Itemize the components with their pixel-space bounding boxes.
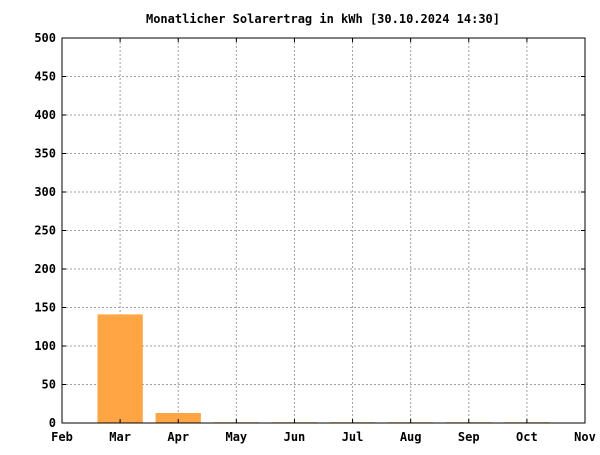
x-tick-label: Jun <box>284 430 306 444</box>
bars <box>97 314 550 423</box>
y-tick-label: 300 <box>34 185 56 199</box>
y-tick-label: 150 <box>34 301 56 315</box>
x-tick-label: Oct <box>516 430 538 444</box>
x-tick-label: May <box>225 430 247 444</box>
y-tick-label: 50 <box>42 378 56 392</box>
x-tick-label: Mar <box>109 430 131 444</box>
x-tick-label: Apr <box>167 430 189 444</box>
y-tick-label: 450 <box>34 70 56 84</box>
chart-title: Monatlicher Solarertrag in kWh [30.10.20… <box>146 12 500 26</box>
bar-apr <box>155 412 201 423</box>
x-tick-label: Jul <box>342 430 364 444</box>
bar-mar <box>97 314 143 423</box>
y-axis-tick-labels: 0 50 100 150 200 250 300 350 400 450 500 <box>34 31 56 430</box>
y-tick-label: 100 <box>34 339 56 353</box>
x-tick-label: Feb <box>51 430 73 444</box>
x-axis-tick-labels: Feb Mar Apr May Jun Jul Aug Sep Oct Nov <box>51 430 596 444</box>
axes <box>61 37 586 424</box>
y-tick-label: 0 <box>49 416 56 430</box>
x-tick-label: Sep <box>458 430 480 444</box>
y-tick-label: 500 <box>34 31 56 45</box>
y-tick-label: 350 <box>34 147 56 161</box>
x-tick-label: Aug <box>400 430 422 444</box>
x-tick-label: Nov <box>574 430 596 444</box>
y-tick-label: 200 <box>34 262 56 276</box>
plot-frame <box>61 37 586 424</box>
y-tick-label: 250 <box>34 224 56 238</box>
y-tick-label: 400 <box>34 108 56 122</box>
